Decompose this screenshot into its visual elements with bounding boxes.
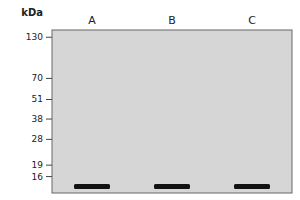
y-tick-label: 51 — [32, 94, 43, 104]
chart: 130 70 51 38 28 19 16 kDa A B C — [0, 0, 300, 200]
y-tick-label: 19 — [32, 160, 44, 170]
y-axis: 130 70 51 38 28 19 16 — [26, 32, 52, 181]
lane-label: A — [88, 14, 96, 27]
band — [234, 184, 270, 189]
y-tick — [46, 139, 52, 140]
y-tick — [46, 176, 52, 177]
y-tick — [46, 165, 52, 166]
band — [154, 184, 190, 189]
y-tick — [46, 37, 52, 38]
y-tick — [46, 119, 52, 120]
y-tick — [46, 78, 52, 79]
y-tick-label: 130 — [26, 32, 43, 42]
lane-label: C — [248, 14, 256, 27]
y-tick-label: 16 — [32, 172, 44, 182]
lane-label: B — [168, 14, 176, 27]
y-tick-label: 28 — [32, 134, 44, 144]
plot-area — [52, 30, 292, 193]
bands — [74, 184, 270, 189]
y-tick-label: 38 — [32, 114, 44, 124]
band — [74, 184, 110, 189]
y-tick — [46, 99, 52, 100]
y-axis-label: kDa — [21, 7, 43, 18]
y-tick-label: 70 — [32, 73, 44, 83]
